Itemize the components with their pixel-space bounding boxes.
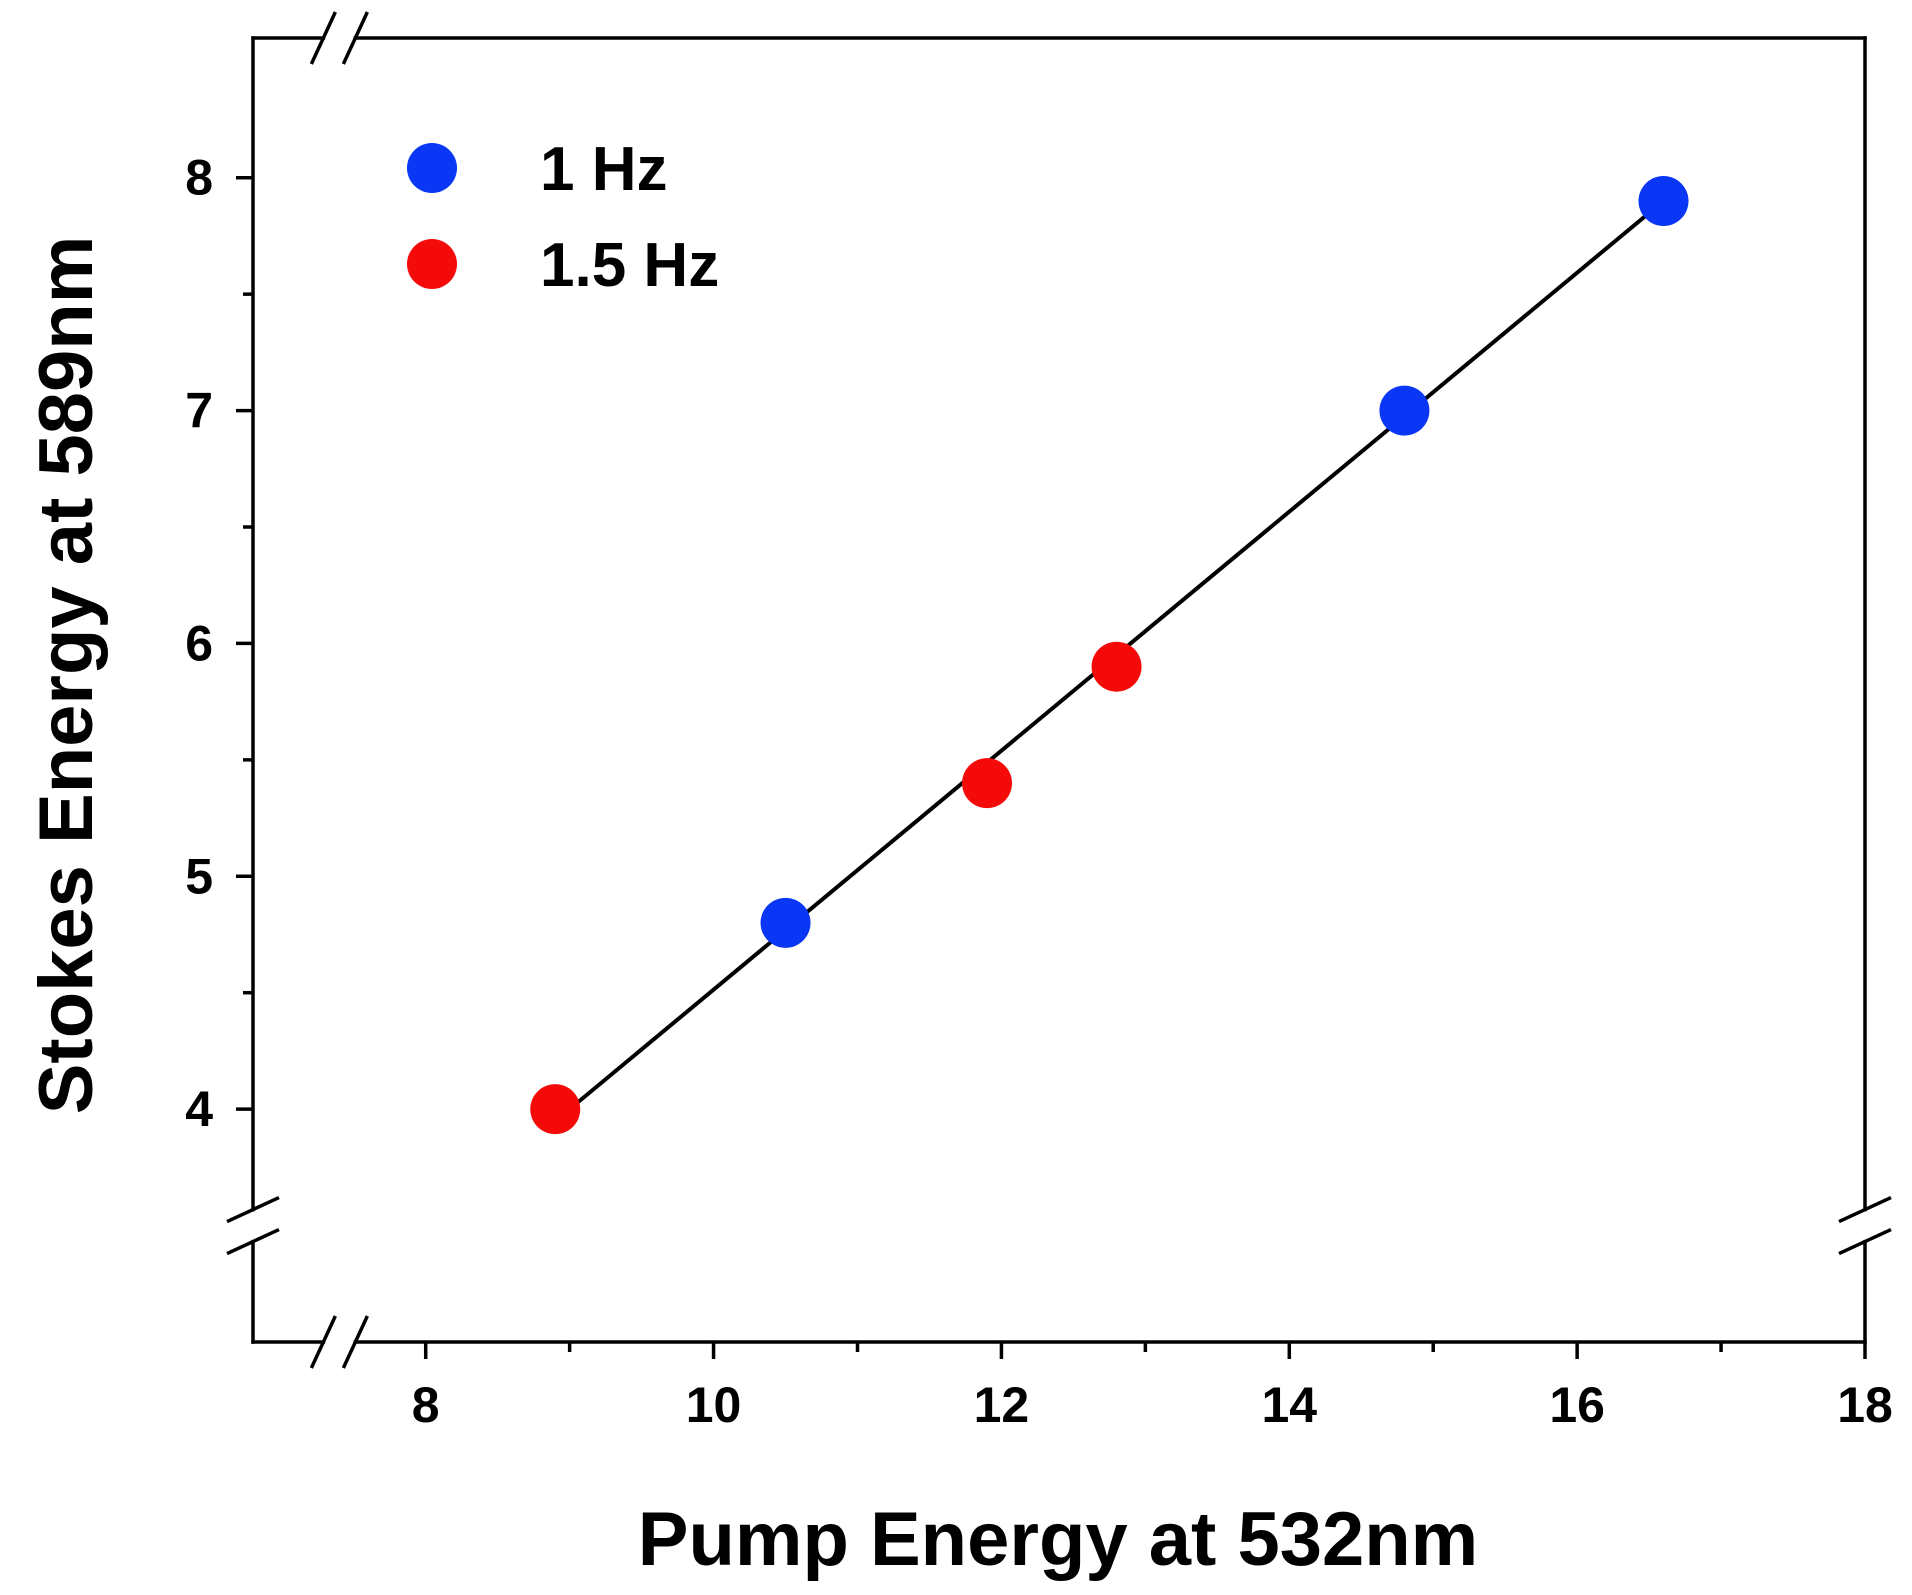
data-points bbox=[530, 176, 1689, 1135]
data-point-1hz bbox=[1638, 176, 1689, 226]
y-tick-label: 8 bbox=[185, 150, 213, 206]
data-point-1-5hz bbox=[962, 758, 1013, 809]
x-tick-label: 14 bbox=[1261, 1377, 1317, 1433]
axis-breaks bbox=[226, 11, 1892, 1369]
legend: 1 Hz 1.5 Hz bbox=[407, 135, 719, 300]
data-point-1-5hz bbox=[530, 1084, 581, 1135]
plot-frame bbox=[251, 36, 1867, 1344]
x-break-top-slash-1 bbox=[341, 11, 369, 65]
legend-label: 1.5 Hz bbox=[540, 231, 719, 300]
data-point-1hz bbox=[760, 897, 811, 948]
x-tick-label: 8 bbox=[412, 1377, 440, 1433]
y-break-left-slash-0 bbox=[226, 1195, 280, 1224]
y-tick-label: 6 bbox=[185, 615, 213, 671]
x-tick-label: 16 bbox=[1549, 1377, 1605, 1433]
y-tick-label: 7 bbox=[185, 383, 213, 439]
legend-marker bbox=[407, 143, 457, 193]
x-break-bottom-slash-1 bbox=[341, 1315, 369, 1369]
legend-marker bbox=[407, 239, 457, 289]
y-tick-label: 5 bbox=[185, 848, 213, 904]
y-break-right-slash-0 bbox=[1838, 1195, 1892, 1224]
data-point-1-5hz bbox=[1091, 641, 1142, 692]
legend-label: 1 Hz bbox=[540, 135, 667, 204]
x-break-top-slash-0 bbox=[309, 11, 337, 65]
x-tick-label: 10 bbox=[686, 1377, 742, 1433]
x-break-bottom-slash-0 bbox=[309, 1315, 337, 1369]
y-axis-title: Stokes Energy at 589nm bbox=[24, 236, 109, 1115]
y-break-left-slash-1 bbox=[226, 1227, 280, 1256]
x-tick-label: 18 bbox=[1837, 1377, 1893, 1433]
x-axis-title: Pump Energy at 532nm bbox=[638, 1497, 1479, 1582]
data-point-1hz bbox=[1379, 385, 1430, 436]
axis-ticks: 8 10 12 14 16 18 4 5 6 7 8 bbox=[185, 150, 1893, 1433]
y-tick-label: 4 bbox=[185, 1081, 213, 1137]
x-tick-label: 12 bbox=[974, 1377, 1030, 1433]
y-break-right-slash-1 bbox=[1838, 1227, 1892, 1256]
